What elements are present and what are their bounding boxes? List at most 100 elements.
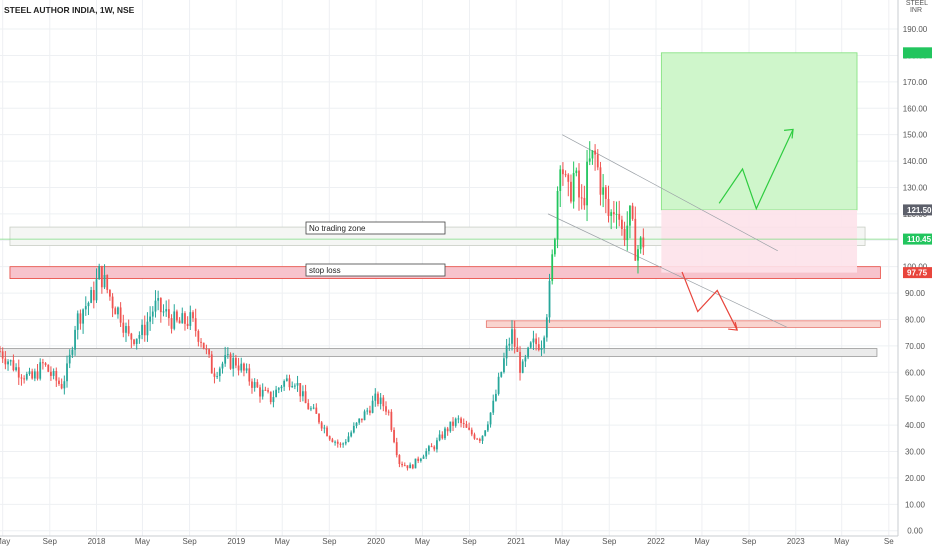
candle-body xyxy=(20,377,23,379)
candle-body xyxy=(149,316,152,322)
candle-body xyxy=(529,342,532,348)
candle-body xyxy=(232,357,235,369)
candle-body xyxy=(189,312,192,326)
candle-body xyxy=(457,418,460,420)
candle-body xyxy=(503,358,505,373)
candle-body xyxy=(511,329,513,344)
candle-body xyxy=(331,439,334,443)
candle-body xyxy=(130,333,133,340)
y-tick-label: 150.00 xyxy=(903,131,928,140)
candle-body xyxy=(562,169,564,175)
candle-body xyxy=(452,421,454,426)
candle-body xyxy=(318,413,320,423)
candle-body xyxy=(460,418,462,423)
x-tick-label: 2020 xyxy=(367,537,385,546)
candle-body xyxy=(23,378,26,380)
candle-body xyxy=(406,465,409,469)
candle-body xyxy=(251,381,253,388)
candle-body xyxy=(320,422,323,429)
candle-body xyxy=(240,363,243,371)
candle-body xyxy=(328,436,331,440)
x-tick-label: May xyxy=(0,537,10,546)
candle-body xyxy=(436,440,438,450)
candle-body xyxy=(4,358,7,365)
candle-body xyxy=(377,393,379,404)
x-tick-label: May xyxy=(415,537,430,546)
candle-body xyxy=(505,345,508,359)
candle-body xyxy=(360,418,363,421)
candle-body xyxy=(173,311,176,329)
candle-body xyxy=(221,363,224,369)
candle-body xyxy=(540,347,543,350)
candle-body xyxy=(470,429,473,435)
x-tick-label: 2019 xyxy=(227,537,245,546)
candle-body xyxy=(194,318,197,332)
x-tick-label: Sep xyxy=(43,537,58,546)
candle-body xyxy=(181,313,184,324)
candle-body xyxy=(79,313,82,324)
candle-body xyxy=(157,298,160,301)
y-tick-label: 190.00 xyxy=(903,25,928,34)
candle-body xyxy=(74,329,76,350)
candle-body xyxy=(114,308,117,315)
x-tick-label: 2022 xyxy=(647,537,665,546)
candle-body xyxy=(90,290,93,303)
candle-body xyxy=(58,380,60,384)
candle-body xyxy=(109,289,111,297)
candle-body xyxy=(570,181,572,202)
candle-body xyxy=(237,365,240,371)
candle-body xyxy=(98,266,101,280)
candle-body xyxy=(47,364,50,372)
candle-body xyxy=(87,302,90,307)
candle-body xyxy=(637,249,639,261)
candle-body xyxy=(468,427,471,430)
x-tick-label: 2018 xyxy=(88,537,106,546)
candle-body xyxy=(167,309,170,319)
candle-body xyxy=(629,205,631,226)
candle-body xyxy=(275,389,278,398)
risk-zone xyxy=(661,209,858,273)
candle-body xyxy=(25,373,28,380)
candle-body xyxy=(7,361,9,365)
y-tick-label: 140.00 xyxy=(903,157,928,166)
candle-body xyxy=(409,464,412,469)
candle-body xyxy=(559,169,562,191)
projection-down-arrowhead xyxy=(728,321,738,331)
candle-body xyxy=(572,173,575,202)
svg-text:121.50: 121.50 xyxy=(907,206,932,215)
x-tick-label: Sep xyxy=(462,537,477,546)
candle-body xyxy=(302,391,304,397)
zones-layer xyxy=(0,52,898,357)
candle-body xyxy=(133,339,135,344)
channel-lower-line xyxy=(547,213,788,328)
y-tick-label: 10.00 xyxy=(905,500,926,509)
candle-body xyxy=(484,430,487,436)
candle-body xyxy=(567,174,570,182)
candle-body xyxy=(524,357,527,362)
candle-body xyxy=(497,376,500,394)
candle-body xyxy=(63,381,66,389)
candles-layer xyxy=(0,141,645,471)
target-zone xyxy=(660,52,858,211)
y-tick-label: 70.00 xyxy=(905,342,926,351)
candle-body xyxy=(184,313,186,324)
candle-body xyxy=(165,309,168,312)
projection-up-path xyxy=(718,129,794,211)
candle-body xyxy=(395,442,398,456)
candle-body xyxy=(366,410,369,412)
candle-body xyxy=(269,391,272,403)
candle-body xyxy=(41,362,44,364)
y-tick-label: 80.00 xyxy=(905,315,926,324)
candle-body xyxy=(0,351,1,353)
candle-body xyxy=(430,446,433,448)
candle-body xyxy=(398,455,401,464)
candle-body xyxy=(33,371,36,379)
candle-body xyxy=(15,367,17,371)
candle-body xyxy=(379,397,382,404)
candle-body xyxy=(588,158,591,162)
candle-body xyxy=(495,393,497,401)
svg-text:110.45: 110.45 xyxy=(907,235,932,244)
candle-body xyxy=(224,355,227,364)
